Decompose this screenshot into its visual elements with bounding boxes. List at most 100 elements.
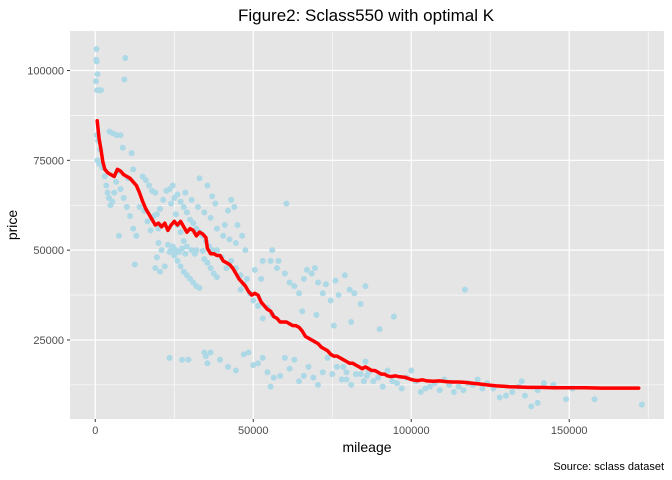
data-point [436,387,443,394]
data-point [251,266,258,273]
data-point [518,378,525,385]
data-point [267,257,274,264]
data-point [394,380,401,387]
data-point [122,54,129,61]
y-tick-label: 75000 [33,155,64,167]
data-point [231,204,238,211]
data-point [259,354,266,361]
data-point [171,252,178,259]
data-point [509,389,516,396]
data-point [327,297,334,304]
data-point [315,381,322,388]
data-point [362,283,369,290]
data-point [540,380,547,387]
data-point [341,272,348,279]
data-point [479,385,486,392]
data-point [638,401,645,408]
data-point [591,396,598,403]
data-point [291,356,298,363]
x-tick-label: 100000 [393,425,430,437]
y-axis-label: price [4,210,20,241]
data-point [343,376,350,383]
data-point [264,369,271,376]
data-point [220,232,227,239]
data-point [296,378,303,385]
data-point [283,200,290,207]
data-point [455,383,462,390]
data-point [360,378,367,385]
data-point [250,362,257,369]
data-point [117,132,124,139]
data-point [155,239,162,246]
data-point [259,257,266,264]
data-point [161,263,168,270]
data-point [322,281,329,288]
data-point [379,383,386,390]
axis-ticks: 0 50000 100000 150000 25000 50000 75000 100000 [27,66,587,437]
data-point [269,247,276,254]
data-point [450,389,457,396]
data-point [343,369,350,376]
data-point [121,76,128,83]
data-point [460,387,467,394]
data-point [142,177,149,184]
data-point [152,189,159,196]
data-point [362,358,369,365]
data-point [258,275,265,282]
data-point [311,265,318,272]
data-point [398,385,405,392]
data-point [188,196,195,203]
data-point [152,265,159,272]
data-point [228,257,235,264]
data-point [101,173,108,180]
data-point [209,193,216,200]
data-point [174,191,181,198]
y-tick-label: 100000 [27,66,64,78]
y-tick-label: 50000 [33,245,64,257]
x-tick-label: 0 [92,425,98,437]
data-point [332,277,339,284]
data-point [270,374,277,381]
data-point [228,196,235,203]
data-point [183,243,190,250]
data-point [120,195,127,202]
data-point [201,209,208,216]
data-point [335,292,342,299]
data-point [242,247,249,254]
data-point [348,319,355,325]
data-point [408,367,415,374]
data-point [232,239,239,246]
data-point [93,58,100,65]
data-point [224,363,231,370]
data-point [199,247,206,254]
data-point [157,268,164,275]
x-tick-label: 150000 [551,425,588,437]
data-point [273,265,280,272]
data-point [207,265,214,272]
data-point [232,367,239,374]
data-point [375,374,382,381]
data-point [243,275,250,282]
data-point [357,371,364,378]
x-axis-label: mileage [342,439,391,455]
data-point [145,182,152,189]
data-point [303,266,310,273]
x-tick-label: 50000 [238,425,269,437]
data-point [281,354,288,361]
data-point [212,200,219,207]
data-point [389,378,396,385]
data-point [324,354,331,361]
data-point [563,396,570,403]
data-point [427,383,434,390]
data-point [190,220,197,227]
data-point [160,196,167,203]
data-point [315,279,322,286]
fitted-line [95,119,641,390]
data-point [305,363,312,370]
data-point [204,360,211,367]
data-point [168,200,175,207]
data-point [351,290,358,297]
y-tick-label: 25000 [33,335,64,347]
data-point [147,227,154,234]
data-point [174,257,181,264]
